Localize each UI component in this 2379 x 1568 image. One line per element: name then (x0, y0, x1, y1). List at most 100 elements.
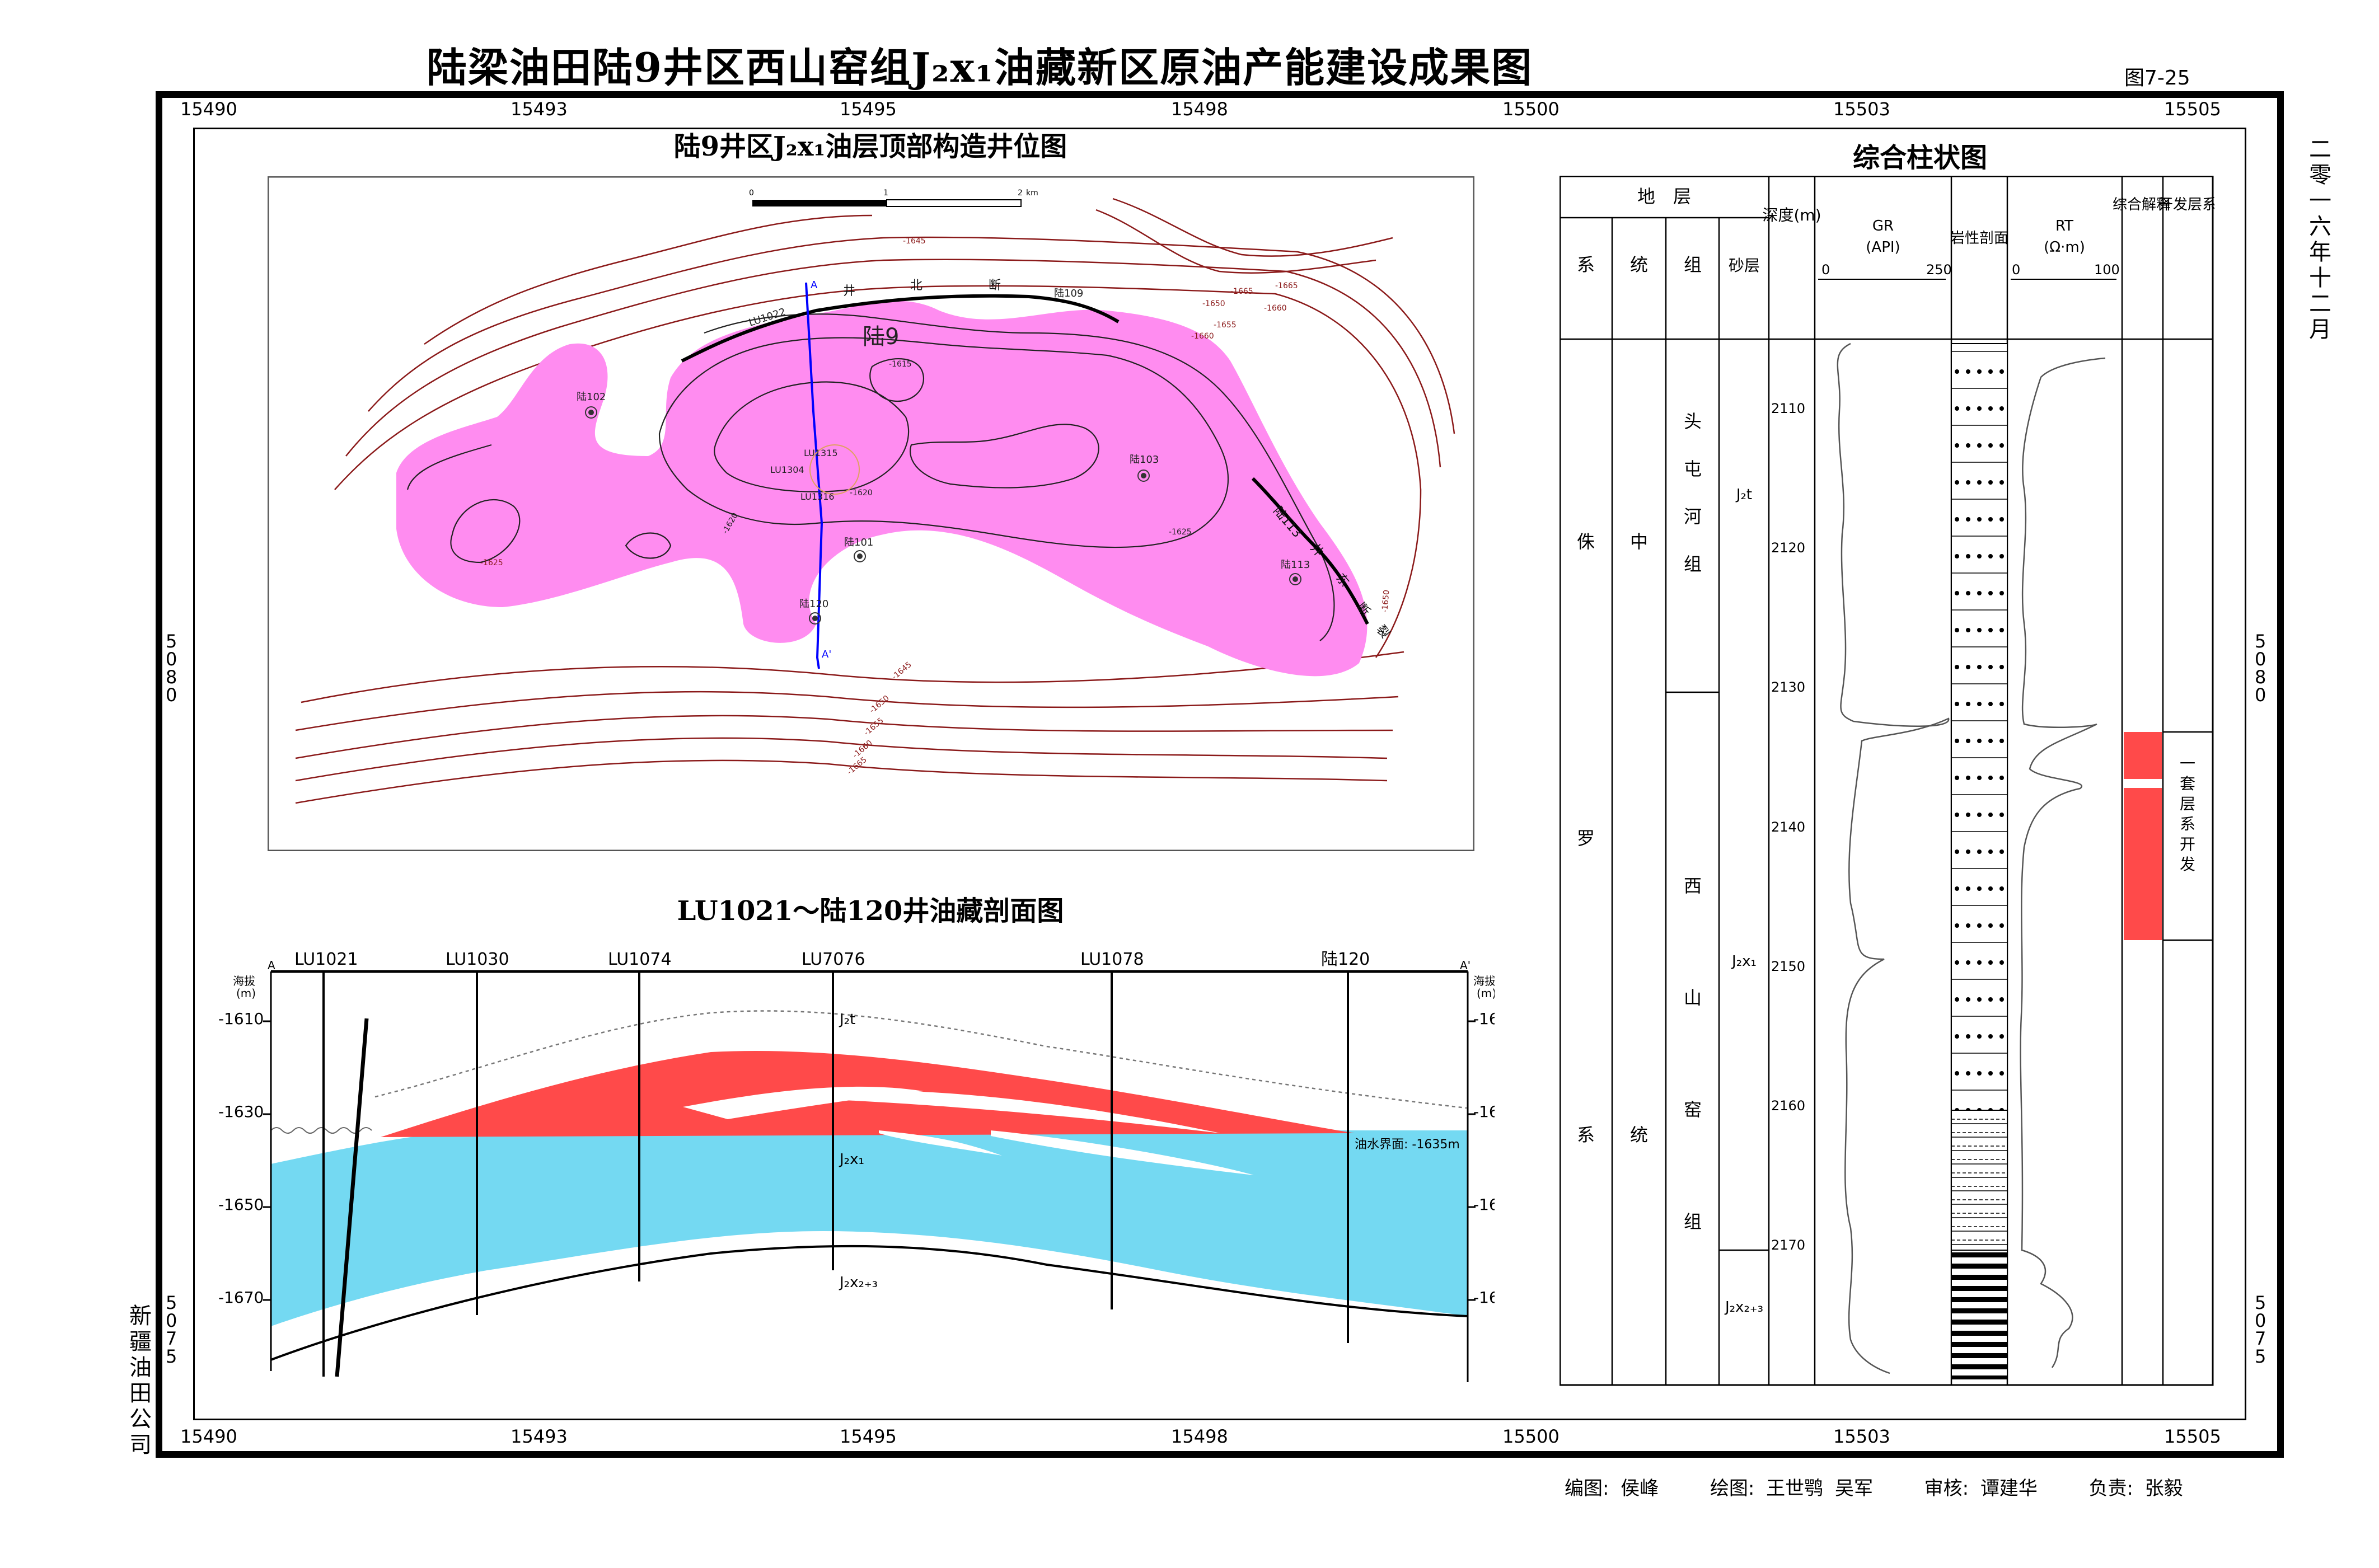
header-rt-unit: (Ω·m) (2044, 239, 2085, 256)
grid-x-top-1: 15490 (180, 98, 237, 120)
header-series: 统 (1630, 254, 1648, 275)
header-gr: GR (1872, 218, 1894, 234)
column-depth-7: 2170 (1771, 1237, 1805, 1253)
system-char-1: 侏 (1577, 531, 1595, 552)
section-well-label-2: LU1030 (446, 950, 509, 969)
grid-x-top-4: 15498 (1171, 98, 1228, 120)
scale-label-km: km (1026, 189, 1038, 198)
column-depth-6: 2160 (1771, 1098, 1805, 1114)
east-fault (1251, 477, 1369, 625)
inner-frame (193, 128, 2246, 1420)
depth-tick-right-4: -1670 (1473, 1288, 1495, 1307)
formation-lower-3: 窑 (1684, 1099, 1702, 1120)
grid-x-top-6: 15503 (1833, 98, 1890, 120)
rt-max: 100 (2094, 262, 2120, 278)
depth-tick-left-3: -1650 (218, 1195, 264, 1214)
depth-tick-left-4: -1670 (218, 1288, 264, 1307)
formation-upper-1: 头 (1684, 411, 1702, 432)
grid-y-left-2: 5075 (166, 1292, 177, 1367)
column-depth-5: 2150 (1771, 959, 1805, 974)
contour-label-7: -1660 (1191, 332, 1214, 341)
dev-label-char-5: 开 (2180, 835, 2195, 853)
depth-ticks: -1610 -1630 -1650 -1670 -1610 -1630 -165… (218, 1010, 1495, 1307)
section-well-label-4: LU7076 (802, 950, 865, 969)
grid-x-bottom-4: 15498 (1171, 1426, 1228, 1447)
grid-x-top-5: 15500 (1502, 98, 1560, 120)
sand-label-3: J₂x₂₊₃ (1724, 1299, 1763, 1316)
gr-min: 0 (1821, 262, 1830, 278)
dev-label-char-2: 套 (2180, 774, 2195, 793)
grid-x-bottom-2: 15493 (511, 1426, 568, 1447)
outer-contours (295, 198, 1455, 804)
header-lithology: 岩性剖面 (1950, 230, 2008, 247)
well-marker-陆103 (1137, 470, 1150, 482)
rt-curve (2020, 357, 2106, 1368)
date-vertical: 二零一六年十二月 (2305, 137, 2331, 343)
layer-label-j2t: J₂t (839, 1011, 855, 1028)
grid-x-top-3: 15495 (840, 98, 897, 120)
inner-contours (406, 313, 1335, 641)
well-marker-陆113 (1289, 573, 1301, 585)
page-title: 陆梁油田陆9井区西山窑组J₂x₁油藏新区原油产能建设成果图 (426, 44, 1533, 91)
scale-bar: 0 1 2 km (749, 189, 1038, 207)
section-well-label-3: LU1074 (608, 950, 672, 969)
well-label-陆102: 陆102 (577, 391, 606, 403)
north-fault-char-2: 北 (910, 279, 922, 293)
depth-tick-left-2: -1630 (218, 1102, 264, 1121)
contour-label-3: -1620 (850, 489, 873, 497)
well-marker-陆102 (585, 406, 597, 419)
interp-block-1 (2124, 732, 2162, 779)
formation-upper-2: 屯 (1684, 458, 1702, 480)
lith-shale (1951, 1250, 2008, 1379)
credits: 编图: 侯峰 绘图: 王世鹗 吴军 审核: 谭建华 负责: 张毅 (1565, 1473, 2183, 1500)
section-wells (322, 971, 1349, 1377)
grid-x-top-2: 15493 (511, 98, 568, 120)
gr-curve (1837, 342, 1950, 1374)
grid-x-bottom-1: 15490 (180, 1426, 237, 1447)
column-depth-2: 2120 (1771, 540, 1805, 556)
section-line (805, 282, 823, 669)
section-a-left: A (268, 959, 275, 972)
map-title: 陆9井区J₂x₁油层顶部构造井位图 (673, 131, 1067, 162)
depth-tick-right-3: -1650 (1473, 1195, 1495, 1214)
credit-edit: 编图: 侯峰 (1565, 1477, 1659, 1500)
grid-x-bottom-5: 15500 (1502, 1426, 1560, 1447)
composite-column: 地 层 系 统 组 砂层 深度(m) GR (API) 岩性剖面 RT (Ω·m… (1560, 176, 2214, 1386)
lens-2 (767, 1090, 1220, 1133)
formation-upper-4: 组 (1684, 553, 1702, 575)
section-well-label-1: LU1021 (294, 950, 358, 969)
gr-max: 250 (1926, 262, 1952, 278)
layer-label-j2x1: J₂x₁ (839, 1151, 864, 1168)
well-label-lu1315: LU1315 (804, 448, 838, 458)
base-line (270, 1245, 1468, 1361)
lens-4 (879, 1130, 1002, 1156)
column-depth-4: 2140 (1771, 819, 1805, 835)
structure-map: 0 1 2 km A A' (268, 176, 1474, 851)
formation-lower-4: 组 (1684, 1211, 1702, 1232)
grid-x-top-7: 15505 (2164, 98, 2221, 120)
north-fault (681, 294, 1120, 363)
north-fault-char-3: 断 (989, 279, 1001, 293)
scale-label-2: 2 (1018, 189, 1023, 198)
contour-label-5: -1650 (1202, 299, 1225, 308)
header-system: 系 (1577, 254, 1595, 275)
section-axis-label-right: 海拔 (1473, 974, 1495, 988)
cross-section: LU1021 LU1030 LU1074 LU7076 LU1078 陆120 … (218, 950, 1495, 1382)
contour-label-10: -1665 (1275, 281, 1298, 290)
depth-tick-right-2: -1630 (1473, 1102, 1495, 1121)
dev-label-char-6: 发 (2180, 855, 2195, 874)
credit-review: 审核: 谭建华 (1924, 1477, 2038, 1500)
layer-label-j2x23: J₂x₂₊₃ (839, 1274, 878, 1291)
scale-label-1: 1 (883, 189, 888, 198)
formation-lower-2: 山 (1684, 987, 1702, 1008)
grid-x-bottom-7: 15505 (2164, 1426, 2221, 1447)
header-gr-unit: (API) (1866, 239, 1900, 256)
section-a-right: A' (1460, 959, 1471, 972)
well-label-陆101: 陆101 (844, 537, 873, 548)
credit-draw: 绘图: 王世鹗 吴军 (1710, 1477, 1873, 1500)
sand-label-1: J₂t (1735, 486, 1752, 503)
column-depth-ticks: 2110 2120 2130 2140 2150 2160 2170 (1771, 401, 1805, 1253)
contour-label-16: -1615 (889, 360, 912, 369)
field-label: 陆9 (863, 324, 899, 350)
